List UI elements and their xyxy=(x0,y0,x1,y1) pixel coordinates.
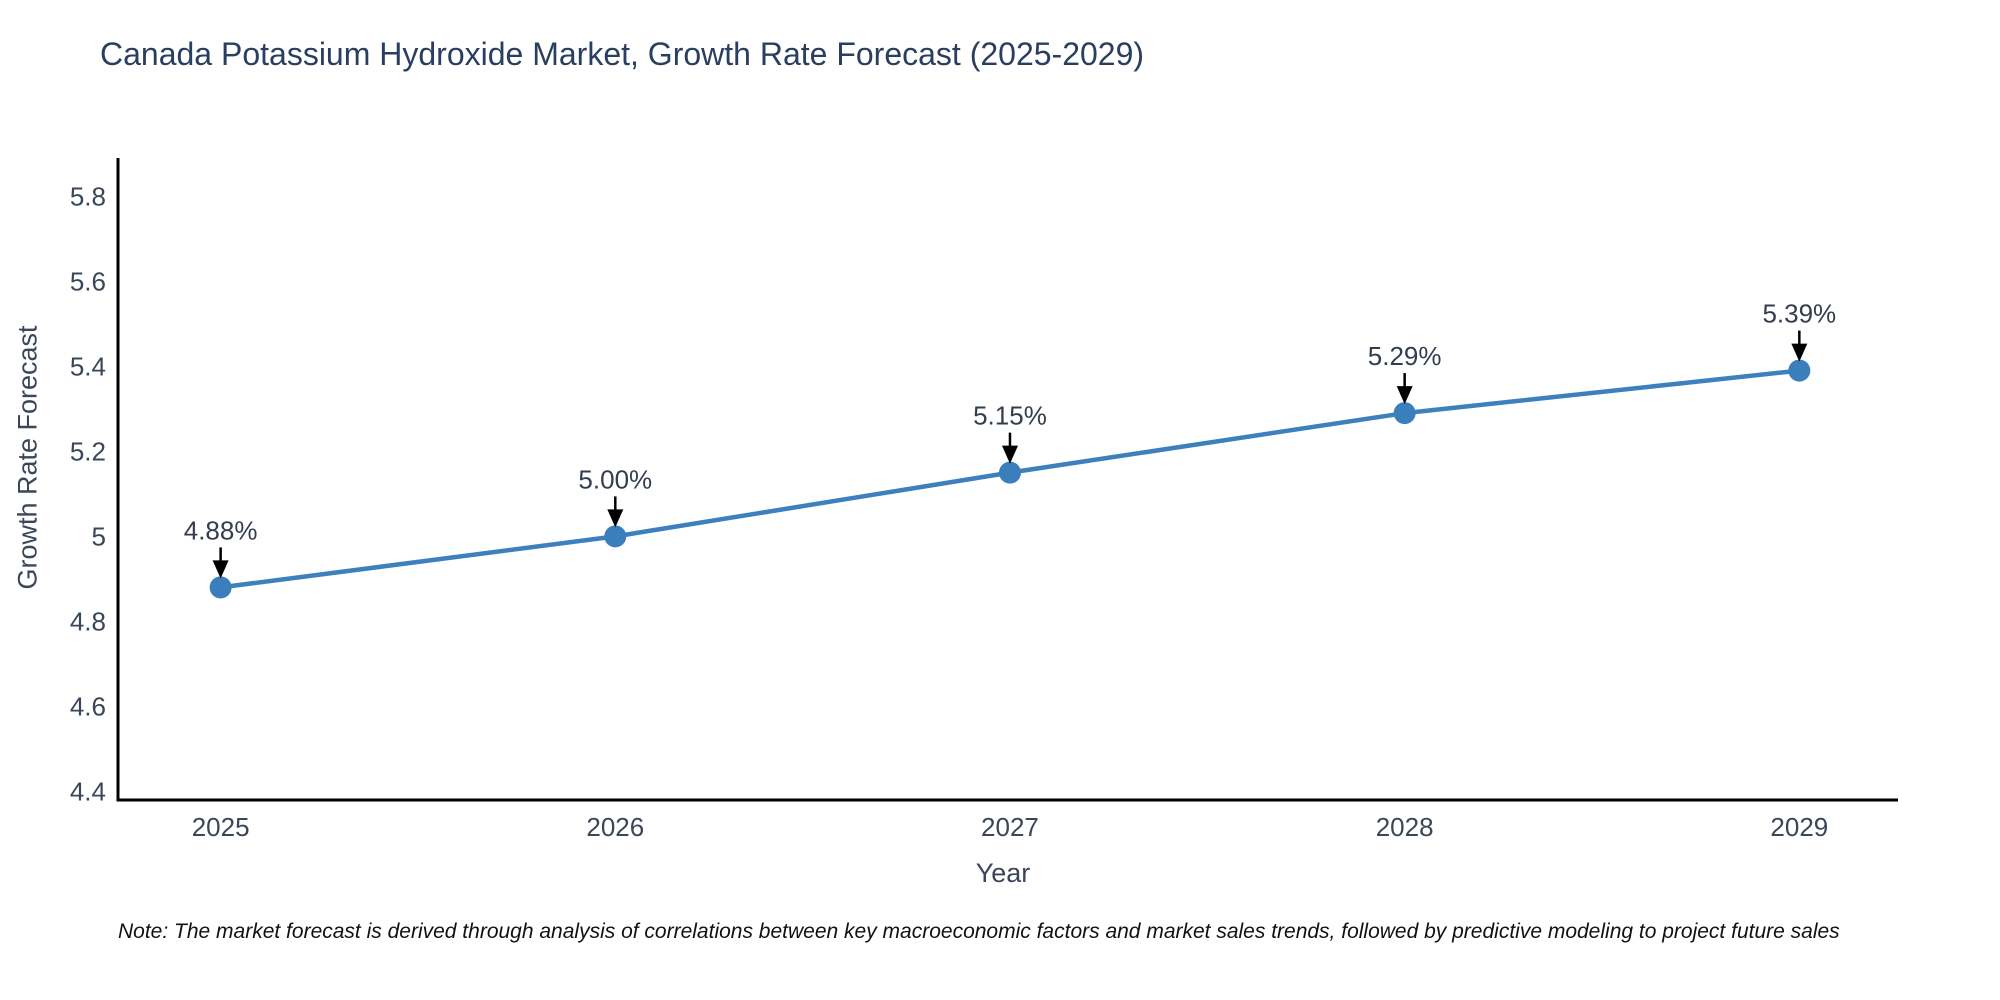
x-tick-label: 2026 xyxy=(586,812,644,842)
y-tick-label: 5.2 xyxy=(70,436,106,466)
annotation-arrow-head-icon xyxy=(607,509,624,528)
annotation-label: 5.39% xyxy=(1762,299,1836,329)
data-point[interactable] xyxy=(1788,359,1811,382)
footnote: Note: The market forecast is derived thr… xyxy=(118,920,1840,943)
annotation-arrow-head-icon xyxy=(212,560,229,579)
y-tick-label: 5 xyxy=(92,521,106,551)
data-point[interactable] xyxy=(604,525,627,548)
annotation-label: 4.88% xyxy=(184,515,258,545)
y-tick-label: 5.8 xyxy=(70,181,106,211)
y-tick-label: 5.6 xyxy=(70,266,106,296)
annotation-arrow-head-icon xyxy=(1001,445,1018,464)
y-tick-label: 4.6 xyxy=(70,691,106,721)
annotation-arrow-head-icon xyxy=(1791,343,1808,362)
data-point[interactable] xyxy=(209,576,232,599)
x-axis-title: Year xyxy=(975,858,1031,888)
y-tick-label: 4.8 xyxy=(70,606,106,636)
x-tick-label: 2025 xyxy=(192,812,250,842)
data-point[interactable] xyxy=(1393,402,1416,425)
y-tick-label: 5.4 xyxy=(70,351,106,381)
x-tick-label: 2029 xyxy=(1770,812,1828,842)
data-point[interactable] xyxy=(998,461,1021,484)
annotation-arrow-head-icon xyxy=(1396,386,1413,405)
annotation-label: 5.15% xyxy=(973,401,1047,431)
x-tick-label: 2027 xyxy=(981,812,1039,842)
y-axis-title: Growth Rate Forecast xyxy=(12,325,43,590)
annotation-label: 5.29% xyxy=(1368,341,1442,371)
x-tick-label: 2028 xyxy=(1376,812,1434,842)
y-tick-label: 4.4 xyxy=(70,776,106,806)
chart-title: Canada Potassium Hydroxide Market, Growt… xyxy=(100,36,1145,72)
annotation-label: 5.00% xyxy=(578,464,652,494)
